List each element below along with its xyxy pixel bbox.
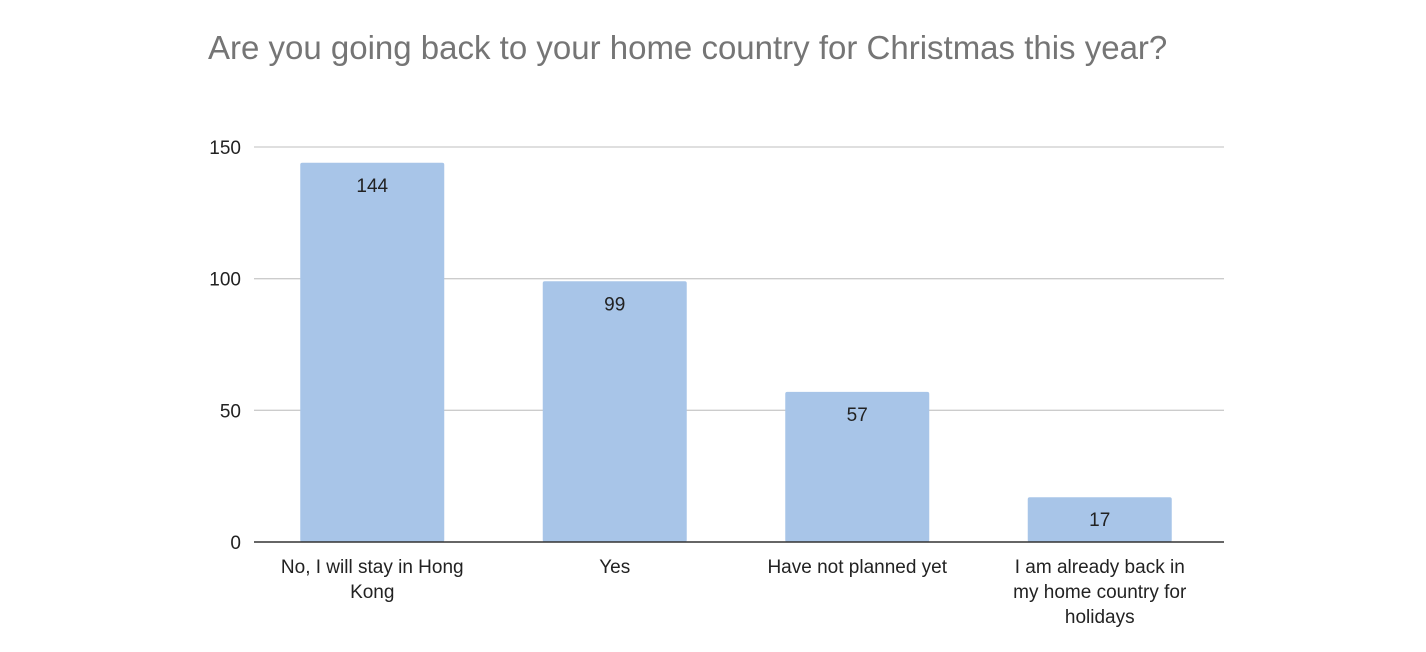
y-tick-label-150: 150 bbox=[209, 138, 241, 159]
y-tick-label-100: 100 bbox=[209, 270, 241, 291]
bar-2 bbox=[785, 391, 930, 542]
y-tick-label-50: 50 bbox=[220, 401, 241, 422]
x-tick-label-0: No, I will stay in Hong Kong bbox=[281, 557, 464, 603]
bar-0 bbox=[300, 162, 445, 543]
chart-title: Are you going back to your home country … bbox=[208, 29, 1168, 66]
bar-1 bbox=[542, 281, 687, 542]
data-label-2: 57 bbox=[847, 405, 868, 426]
y-tick-label-0: 0 bbox=[230, 533, 241, 554]
bar-3 bbox=[1027, 497, 1172, 542]
data-label-0: 144 bbox=[356, 176, 388, 197]
data-label-1: 99 bbox=[604, 294, 625, 315]
x-tick-label-1: Yes bbox=[599, 557, 630, 578]
x-tick-label-3: I am already back in my home country for h… bbox=[1013, 557, 1187, 628]
data-label-3: 17 bbox=[1089, 510, 1110, 531]
x-tick-label-2: Have not planned yet bbox=[767, 557, 947, 578]
